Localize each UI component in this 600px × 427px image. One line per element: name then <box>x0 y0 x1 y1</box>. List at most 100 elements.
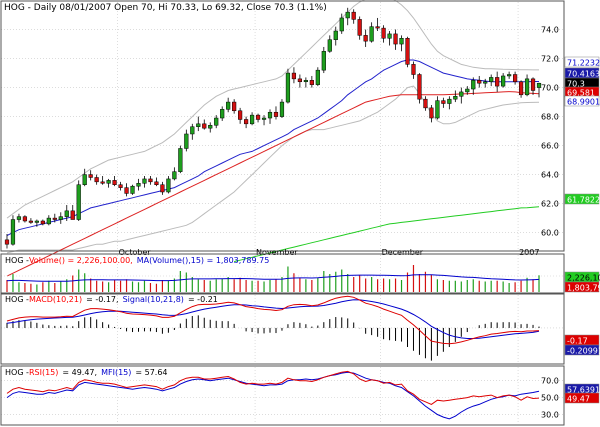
candle-up <box>387 33 392 39</box>
candle-up <box>178 148 183 172</box>
legend-text: = -0.21 <box>188 295 218 304</box>
rsi-y-tick: 30.0 <box>541 411 559 420</box>
macd-histogram <box>6 315 540 361</box>
price-panel-frame <box>0 0 565 252</box>
price-y-tick: 60.0 <box>541 229 559 238</box>
candle-up <box>130 185 135 194</box>
candle-up <box>303 80 308 83</box>
candle-down <box>393 33 398 45</box>
price-tag: 69.581 <box>567 89 595 98</box>
macd-line <box>6 295 540 345</box>
candle-down <box>243 119 249 125</box>
candle-up <box>142 178 147 184</box>
candle-down <box>124 187 129 194</box>
ma-200-line <box>233 206 540 263</box>
month-label: October <box>119 248 152 257</box>
legend-text: = -0.17, <box>86 295 119 304</box>
candle-up <box>524 78 530 96</box>
price-candles <box>4 7 542 249</box>
candle-down <box>441 100 446 104</box>
macd-value-tags: -0.17-0.20991 <box>564 334 600 356</box>
volume-ma-tag-box <box>564 281 600 293</box>
candle-up <box>267 111 273 119</box>
macd-signal-tag: -0.20991 <box>567 347 600 356</box>
rsi-tag: 49.47 <box>567 395 590 404</box>
candle-down <box>28 220 34 223</box>
price-chart-title: HOG - Daily 08/01/2007 Open 70, Hi 70.33… <box>4 3 327 13</box>
candle-up <box>34 220 39 223</box>
candle-down <box>148 178 153 183</box>
month-label: December <box>382 248 424 257</box>
candle-up <box>465 88 470 93</box>
candle-up <box>471 80 476 90</box>
candle-up <box>507 74 512 77</box>
legend-text: MACD(10,21) <box>29 295 82 304</box>
candle-down <box>518 81 524 96</box>
price-tag-box <box>564 193 600 205</box>
bb-upper-line <box>6 0 539 219</box>
candle-down <box>232 101 237 112</box>
ma-20-line <box>6 59 539 236</box>
candle-down <box>94 177 99 183</box>
price-tag: 70.4163 <box>567 70 600 79</box>
price-y-tick: 70.0 <box>541 84 559 93</box>
candle-up <box>279 101 285 117</box>
candle-up <box>172 171 177 180</box>
candle-up <box>249 114 255 125</box>
macd-lines <box>6 295 540 345</box>
candle-down <box>381 27 386 39</box>
candle-up <box>220 109 225 119</box>
volume-value-tags: 2,226,101,803,79 <box>564 271 600 293</box>
candle-down <box>112 180 117 185</box>
candle-up <box>226 101 231 110</box>
mfi-line <box>6 371 540 420</box>
candle-down <box>423 98 428 109</box>
macd-legend: HOG - MACD(10,21) = -0.17, Signal(10,21,8)… <box>5 295 218 304</box>
rsi-y-tick: 50.0 <box>541 394 559 403</box>
volume-panel-frame <box>0 253 565 294</box>
rsi-panel-frame <box>0 365 565 426</box>
candle-down <box>22 216 28 222</box>
candle-down <box>291 72 297 80</box>
candle-up <box>58 216 63 220</box>
price-y-tick: 72.0 <box>541 55 559 64</box>
candle-up <box>208 125 213 129</box>
legend-prefix: HOG - <box>5 368 29 377</box>
volume-tag: 2,226,10 <box>567 274 600 283</box>
candle-up <box>459 91 464 97</box>
rsi-panel: HOG - RSI(15) = 49.47, MFI(15) = 57.64 70.0… <box>0 365 600 426</box>
candle-up <box>106 180 111 184</box>
legend-text: RSI(15) <box>29 368 58 377</box>
candle-down <box>363 35 368 42</box>
candle-down <box>429 107 434 119</box>
candle-up <box>46 217 51 225</box>
rsi-y-tick: 70.0 <box>541 377 559 386</box>
price-panel: HOG - Daily 08/01/2007 Open 70, Hi 70.33… <box>0 0 600 277</box>
rsi-y-tick-labels: 70.0 50.0 30.0 <box>541 377 559 420</box>
candle-down <box>70 210 75 220</box>
candle-down <box>52 217 57 220</box>
candle-up <box>321 51 326 71</box>
candle-down <box>309 80 314 85</box>
candle-down <box>297 78 303 83</box>
candle-up <box>315 69 320 85</box>
candle-down <box>160 184 165 193</box>
legend-prefix: HOG - <box>5 256 29 265</box>
candle-down <box>375 26 380 29</box>
candle-up <box>214 117 219 126</box>
candle-up <box>435 100 440 119</box>
price-tag-box <box>564 95 600 107</box>
moving-averages <box>6 59 540 277</box>
candle-down <box>405 38 410 65</box>
macd-panel: HOG - MACD(10,21) = -0.17, Signal(10,21,8)… <box>0 293 600 365</box>
rsi-mfi-lines <box>6 370 540 420</box>
candle-up <box>184 133 189 149</box>
legend-text: MA(Volume(),15) = 1,803,789.75 <box>137 256 270 265</box>
rsi-tag-box <box>564 392 600 404</box>
candle-up <box>399 38 404 45</box>
macd-panel-frame <box>0 293 565 365</box>
candle-down <box>351 11 356 20</box>
mfi-tag: 57.6391 <box>567 386 600 395</box>
